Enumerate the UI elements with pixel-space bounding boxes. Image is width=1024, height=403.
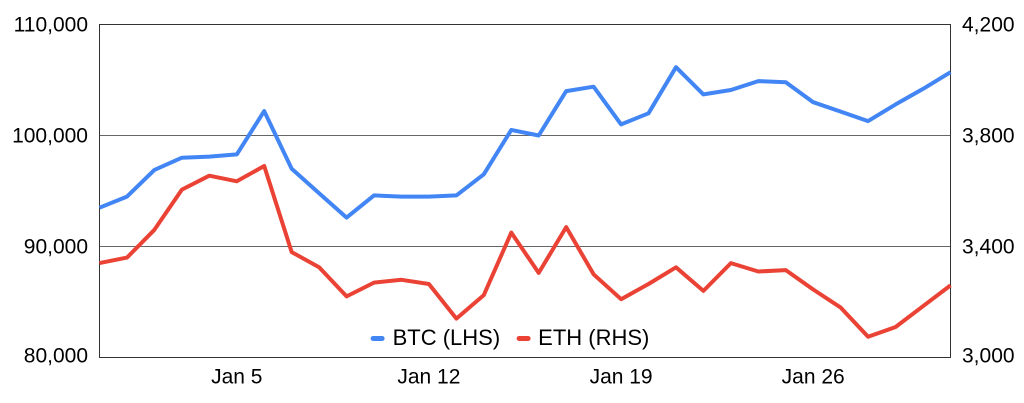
x-axis-tick: Jan 5 bbox=[211, 365, 263, 389]
y-axis-left-tick: 90,000 bbox=[23, 235, 88, 258]
eth-line bbox=[99, 164, 952, 339]
y-axis-left-tick: 110,000 bbox=[13, 13, 88, 37]
x-axis-tick: Jan 19 bbox=[589, 365, 653, 389]
x-axis-tick: Jan 12 bbox=[397, 365, 461, 389]
y-axis-right-tick: 3,000 bbox=[962, 344, 1015, 368]
btc-legend-label: BTC (LHS) bbox=[392, 325, 501, 350]
eth-legend-swatch bbox=[516, 335, 531, 341]
x-axis-tick: Jan 26 bbox=[781, 365, 845, 389]
btc-line bbox=[98, 65, 952, 220]
y-axis-right-tick: 4,200 bbox=[962, 13, 1015, 37]
y-axis-right-tick: 3,400 bbox=[962, 235, 1015, 258]
legend-item-eth: ETH (RHS) bbox=[516, 327, 649, 349]
chart-legend: BTC (LHS) ETH (RHS) bbox=[370, 325, 649, 350]
y-axis-left-tick: 100,000 bbox=[12, 124, 88, 147]
btc-legend-swatch bbox=[370, 335, 385, 341]
eth-legend-label: ETH (RHS) bbox=[538, 325, 650, 350]
y-axis-right-tick: 3,800 bbox=[962, 124, 1015, 147]
y-axis-left-tick: 80,000 bbox=[23, 344, 88, 368]
gridlines bbox=[99, 135, 951, 247]
legend-item-btc: BTC (LHS) bbox=[370, 325, 501, 350]
plot-border bbox=[99, 24, 951, 358]
